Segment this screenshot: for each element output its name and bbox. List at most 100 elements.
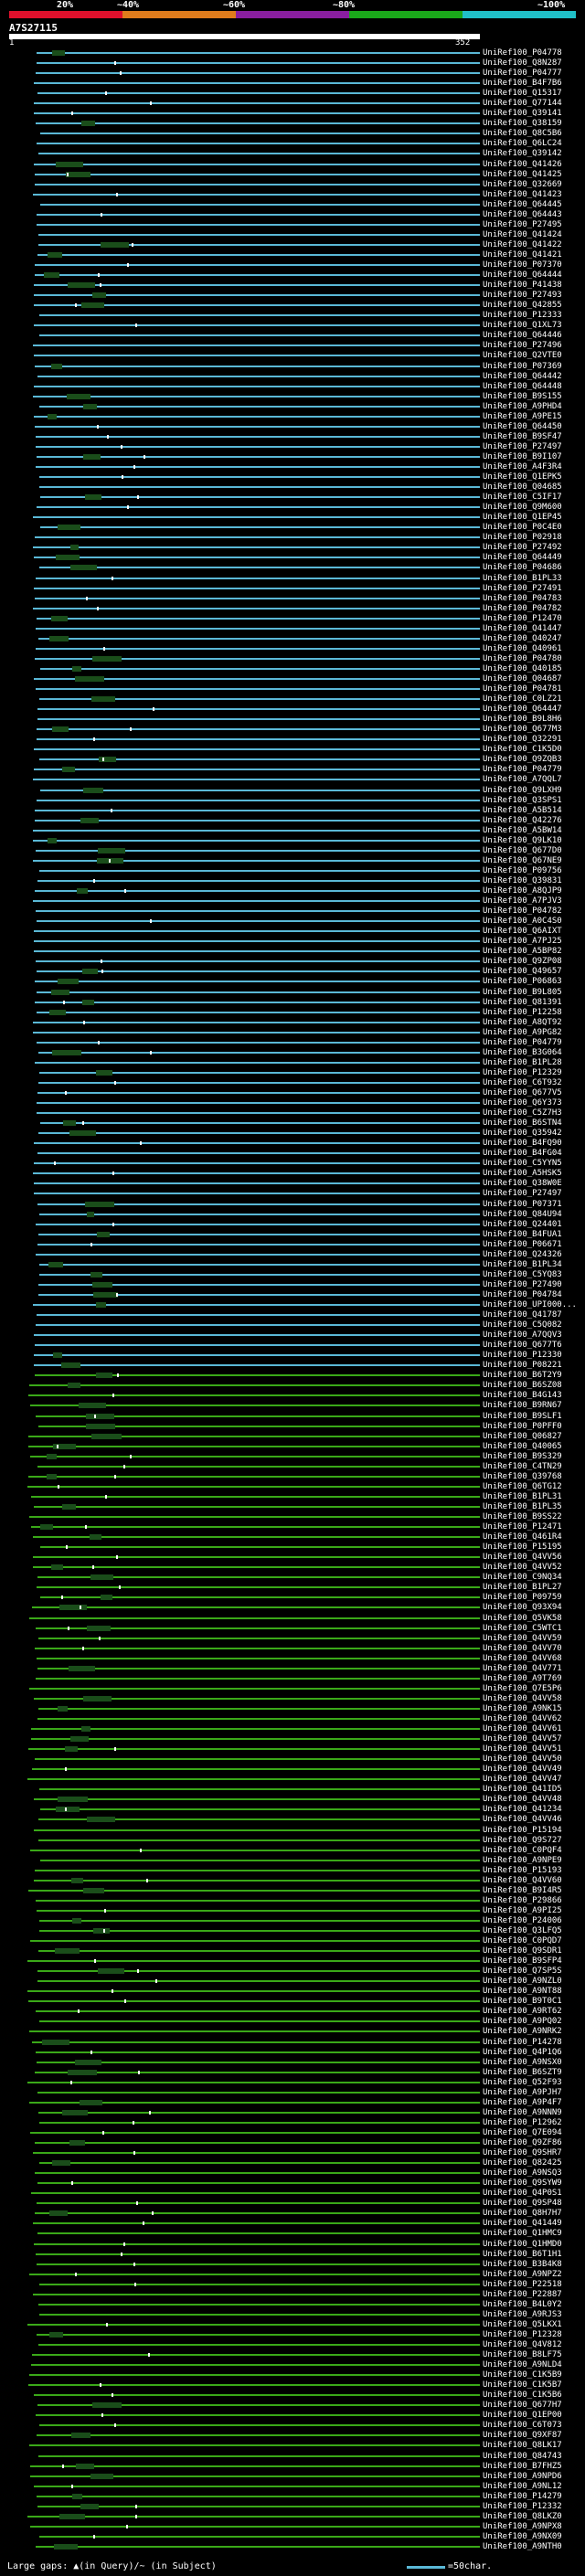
hit-label[interactable]: UniRef100_A5BW14 [483, 825, 562, 835]
hit-row[interactable]: UniRef100_B3B4K8 [0, 2259, 585, 2270]
hit-label[interactable]: UniRef100_C5Q082 [483, 1320, 562, 1330]
hit-row[interactable]: UniRef100_P0C4E0 [0, 522, 585, 533]
hit-row[interactable]: UniRef100_Q24401 [0, 1219, 585, 1230]
hit-row[interactable]: UniRef100_A9P4F7 [0, 2097, 585, 2108]
hit-row[interactable]: UniRef100_Q5LKX1 [0, 2319, 585, 2330]
hit-label[interactable]: UniRef100_Q9LK10 [483, 835, 562, 845]
hit-label[interactable]: UniRef100_Q677H7 [483, 2401, 562, 2411]
hit-label[interactable]: UniRef100_A9NSQ3 [483, 2168, 562, 2178]
hit-label[interactable]: UniRef100_Q1XL73 [483, 321, 562, 331]
hit-label[interactable]: UniRef100_Q6AIXT [483, 927, 562, 937]
hit-label[interactable]: UniRef100_A9PI25 [483, 1905, 562, 1915]
hit-label[interactable]: UniRef100_Q5VK58 [483, 1613, 562, 1623]
hit-label[interactable]: UniRef100_A9P4F7 [483, 2097, 562, 2107]
hit-row[interactable]: UniRef100_A9NL12 [0, 2481, 585, 2492]
hit-label[interactable]: UniRef100_Q7E094 [483, 2127, 562, 2137]
hit-row[interactable]: UniRef100_B9I4R5 [0, 1885, 585, 1896]
hit-label[interactable]: UniRef100_Q1EPK5 [483, 472, 562, 482]
hit-row[interactable]: UniRef100_Q81391 [0, 997, 585, 1008]
hit-label[interactable]: UniRef100_Q42855 [483, 301, 562, 311]
hit-label[interactable]: UniRef100_P12332 [483, 2501, 562, 2511]
hit-label[interactable]: UniRef100_Q41426 [483, 159, 562, 169]
hit-label[interactable]: UniRef100_Q4VV50 [483, 1754, 562, 1765]
hit-label[interactable]: UniRef100_B6T2Y9 [483, 1371, 562, 1381]
hit-row[interactable]: UniRef100_Q38159 [0, 118, 585, 129]
hit-label[interactable]: UniRef100_Q39768 [483, 1471, 562, 1481]
hit-row[interactable]: UniRef100_B9SF47 [0, 431, 585, 442]
hit-label[interactable]: UniRef100_B1PL35 [483, 1501, 562, 1511]
hit-label[interactable]: UniRef100_B4F7B6 [483, 79, 562, 89]
hit-row[interactable]: UniRef100_P15194 [0, 1825, 585, 1836]
hit-label[interactable]: UniRef100_C1K5D0 [483, 745, 562, 755]
hit-row[interactable]: UniRef100_A5BP82 [0, 946, 585, 957]
hit-label[interactable]: UniRef100_B9T0C1 [483, 1997, 562, 2007]
hit-row[interactable]: UniRef100_C5IF17 [0, 492, 585, 503]
hit-label[interactable]: UniRef100_B8LF75 [483, 2350, 562, 2360]
hit-row[interactable]: UniRef100_Q1EP00 [0, 2410, 585, 2421]
hit-label[interactable]: UniRef100_P15193 [483, 1865, 562, 1875]
hit-row[interactable]: UniRef100_Q4VV62 [0, 1713, 585, 1724]
hit-row[interactable]: UniRef100_P04779 [0, 764, 585, 775]
hit-row[interactable]: UniRef100_B6T1H1 [0, 2249, 585, 2260]
hit-label[interactable]: UniRef100_B1PL28 [483, 1057, 562, 1067]
hit-label[interactable]: UniRef100_Q9M600 [483, 503, 562, 513]
hit-label[interactable]: UniRef100_Q3SPS1 [483, 795, 562, 805]
hit-label[interactable]: UniRef100_Q32669 [483, 179, 562, 189]
hit-row[interactable]: UniRef100_A8QT92 [0, 1017, 585, 1028]
hit-row[interactable]: UniRef100_Q40185 [0, 663, 585, 674]
hit-row[interactable]: UniRef100_Q04685 [0, 482, 585, 493]
hit-row[interactable]: UniRef100_Q15317 [0, 88, 585, 99]
hit-row[interactable]: UniRef100_A9PQ02 [0, 2016, 585, 2027]
hit-row[interactable]: UniRef100_Q4VV60 [0, 1875, 585, 1886]
hit-label[interactable]: UniRef100_B9I107 [483, 451, 562, 461]
hit-label[interactable]: UniRef100_Q41423 [483, 189, 562, 199]
hit-label[interactable]: UniRef100_Q9ZF86 [483, 2138, 562, 2148]
hit-label[interactable]: UniRef100_C6T932 [483, 1077, 562, 1087]
hit-row[interactable]: UniRef100_Q41447 [0, 623, 585, 634]
hit-label[interactable]: UniRef100_Q41787 [483, 1310, 562, 1320]
hit-row[interactable]: UniRef100_P04686 [0, 562, 585, 573]
hit-row[interactable]: UniRef100_C5YYN5 [0, 1158, 585, 1169]
hit-row[interactable]: UniRef100_Q677M3 [0, 724, 585, 735]
hit-label[interactable]: UniRef100_B4FQ90 [483, 1139, 562, 1149]
hit-row[interactable]: UniRef100_Q677D0 [0, 845, 585, 856]
hit-row[interactable]: UniRef100_A9PE15 [0, 411, 585, 422]
hit-row[interactable]: UniRef100_C1K5D0 [0, 744, 585, 755]
hit-row[interactable]: UniRef100_Q4V771 [0, 1663, 585, 1674]
hit-row[interactable]: UniRef100_Q06827 [0, 1431, 585, 1442]
hit-label[interactable]: UniRef100_P12330 [483, 1351, 562, 1361]
hit-row[interactable]: UniRef100_Q2VTE0 [0, 350, 585, 361]
hit-label[interactable]: UniRef100_Q4VV46 [483, 1815, 562, 1825]
hit-row[interactable]: UniRef100_P12329 [0, 1067, 585, 1078]
hit-row[interactable]: UniRef100_A9NPD6 [0, 2471, 585, 2482]
hit-row[interactable]: UniRef100_B3G064 [0, 1047, 585, 1058]
hit-label[interactable]: UniRef100_Q3LFQ5 [483, 1926, 562, 1935]
hit-row[interactable]: UniRef100_Q4VV56 [0, 1552, 585, 1563]
hit-row[interactable]: UniRef100_P15193 [0, 1865, 585, 1876]
hit-label[interactable]: UniRef100_A4F3R4 [483, 461, 562, 472]
hit-label[interactable]: UniRef100_P41438 [483, 281, 562, 291]
hit-row[interactable]: UniRef100_P14278 [0, 2037, 585, 2048]
hit-row[interactable]: UniRef100_Q84U94 [0, 1209, 585, 1220]
hit-row[interactable]: UniRef100_Q3SPS1 [0, 795, 585, 806]
hit-row[interactable]: UniRef100_B1PL34 [0, 1259, 585, 1270]
hit-label[interactable]: UniRef100_Q677M3 [483, 725, 562, 735]
hit-label[interactable]: UniRef100_Q4P1Q6 [483, 2047, 562, 2057]
hit-label[interactable]: UniRef100_P04782 [483, 603, 562, 613]
hit-row[interactable]: UniRef100_A8QJP9 [0, 885, 585, 896]
hit-label[interactable]: UniRef100_C6T073 [483, 2421, 562, 2431]
hit-label[interactable]: UniRef100_P02918 [483, 533, 562, 543]
hit-label[interactable]: UniRef100_P12962 [483, 2117, 562, 2127]
hit-row[interactable]: UniRef100_Q41234 [0, 1804, 585, 1815]
hit-row[interactable]: UniRef100_Q41423 [0, 189, 585, 200]
hit-row[interactable]: UniRef100_P04783 [0, 593, 585, 604]
hit-label[interactable]: UniRef100_Q64446 [483, 331, 562, 341]
hit-row[interactable]: UniRef100_A7QQV3 [0, 1330, 585, 1341]
hit-row[interactable]: UniRef100_Q4VV61 [0, 1723, 585, 1734]
hit-label[interactable]: UniRef100_P04783 [483, 593, 562, 603]
hit-row[interactable]: UniRef100_Q4VV68 [0, 1653, 585, 1664]
hit-row[interactable]: UniRef100_P22518 [0, 2279, 585, 2290]
hit-label[interactable]: UniRef100_Q5LKX1 [483, 2319, 562, 2329]
hit-label[interactable]: UniRef100_Q8H7H7 [483, 2209, 562, 2219]
hit-row[interactable]: UniRef100_A9NTH0 [0, 2541, 585, 2552]
